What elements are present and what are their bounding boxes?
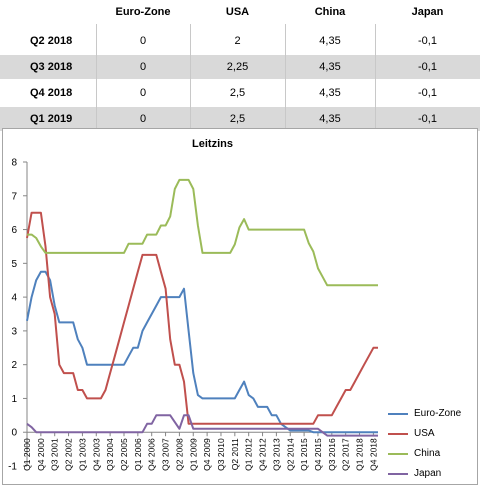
cell-usa: 2	[234, 35, 241, 47]
x-tick-label: Q2 2005	[119, 438, 129, 471]
column-divider	[190, 24, 191, 131]
x-tick-label: Q2 2014	[285, 438, 295, 471]
x-tick-label: Q4 2000	[36, 438, 46, 471]
legend-item-euro-zone: Euro-Zone	[388, 407, 478, 421]
x-tick-label: Q4 2015	[313, 438, 323, 471]
legend-item-japan: Japan	[388, 467, 478, 481]
y-tick-label: 3	[11, 326, 17, 337]
x-tick-label: Q3 2004	[105, 438, 115, 471]
legend-swatch-usa	[388, 433, 408, 435]
legend-item-china: China	[388, 447, 478, 461]
cell-euro-zone: 0	[139, 113, 147, 125]
header-cell-blank	[0, 0, 96, 24]
series-line-japan	[26, 414, 378, 437]
cell-usa: 2,5	[229, 87, 246, 99]
cell-japan: -0,1	[418, 113, 437, 125]
cell-usa: 2,25	[226, 61, 249, 73]
chart-area: Leitzins -1 0 1 2 3 4 5 6 7 8 Q1 2000 Q4 2000 Q3 2001…	[2, 128, 478, 485]
cell-japan: -0,1	[418, 87, 437, 99]
table-header-row: Euro-Zone USA China Japan	[0, 0, 480, 24]
x-tick-label: Q1 2018	[355, 438, 365, 471]
x-tick-label: Q3 2007	[161, 438, 171, 471]
legend-swatch-euro-zone	[388, 413, 408, 415]
table-row: Q1 2019 0 2,5 4,35 -0,1	[0, 107, 480, 131]
legend-label: USA	[414, 428, 435, 439]
x-tick-label: Q1 2012	[244, 438, 254, 471]
series-line-usa	[26, 211, 378, 425]
series-line-euro-zone	[26, 270, 378, 434]
cell-china: 4,35	[319, 61, 341, 73]
x-tick-label: Q1 2000	[22, 438, 32, 471]
leitzins-line-chart: Leitzins -1 0 1 2 3 4 5 6 7 8 Q1 2000 Q4 2000 Q3 2001…	[8, 138, 378, 473]
x-tick-label: Q3 2001	[50, 438, 60, 471]
x-tick-label: Q4 2009	[202, 438, 212, 471]
y-tick-label: -1	[8, 462, 17, 473]
cell-china: 4,35	[319, 113, 341, 125]
legend-label: Japan	[414, 468, 442, 479]
legend-swatch-japan	[388, 473, 408, 475]
legend-item-usa: USA	[388, 427, 478, 441]
y-tick-label: 1	[11, 394, 17, 405]
y-tick-label: 0	[11, 428, 17, 439]
header-cell-china: China	[314, 6, 346, 18]
x-tick-label: Q3 2016	[327, 438, 337, 471]
row-label: Q3 2018	[30, 61, 73, 73]
x-tick-label: Q2 2011	[230, 438, 240, 470]
y-tick-label: 4	[11, 293, 17, 304]
x-tick-label: Q3 2013	[271, 438, 281, 471]
legend-label: China	[414, 448, 441, 459]
row-label: Q4 2018	[30, 87, 73, 99]
y-tick-label: 7	[11, 191, 17, 202]
y-tick-label: 6	[11, 225, 17, 236]
series-line-china	[27, 178, 378, 287]
y-tick-label: 2	[11, 360, 17, 371]
x-tick-label: Q1 2006	[133, 438, 143, 471]
x-tick-label: Q1 2003	[77, 438, 87, 471]
cell-china: 4,35	[319, 87, 341, 99]
column-divider	[96, 24, 97, 131]
cell-euro-zone: 0	[139, 35, 147, 47]
header-cell-japan: Japan	[411, 6, 444, 18]
column-divider	[375, 24, 376, 131]
x-tick-label: Q2 2008	[174, 438, 184, 471]
cell-china: 4,35	[319, 35, 341, 47]
x-tick-label: Q1 2015	[299, 438, 309, 471]
x-tick-label: Q1 2009	[188, 438, 198, 471]
x-tick-label: Q2 2017	[341, 438, 351, 471]
header-cell-euro-zone: Euro-Zone	[115, 6, 171, 18]
cell-usa: 2,5	[229, 113, 246, 125]
column-divider	[285, 24, 286, 131]
x-tick-label: Q3 2010	[216, 438, 226, 471]
row-label: Q1 2019	[30, 113, 73, 125]
y-tick-label: 5	[11, 259, 17, 270]
y-tick-label: 8	[11, 158, 17, 169]
x-tick-label: Q4 2012	[258, 438, 268, 471]
legend-swatch-china	[388, 453, 408, 455]
cell-japan: -0,1	[418, 61, 437, 73]
x-tick-label: Q4 2006	[147, 438, 157, 471]
row-label: Q2 2018	[30, 35, 73, 47]
chart-title: Leitzins	[192, 138, 233, 150]
table-row: Q2 2018 0 2 4,35 -0,1	[0, 29, 480, 53]
legend-label: Euro-Zone	[414, 408, 462, 419]
cell-euro-zone: 0	[139, 87, 147, 99]
cell-euro-zone: 0	[139, 61, 147, 73]
x-tick-label: Q4 2018	[368, 438, 378, 471]
table-row: Q4 2018 0 2,5 4,35 -0,1	[0, 81, 480, 105]
x-tick-label: Q2 2002	[64, 438, 74, 471]
x-tick-label: Q4 2003	[91, 438, 101, 471]
header-cell-usa: USA	[225, 6, 250, 18]
cell-japan: -0,1	[418, 35, 437, 47]
table-row: Q3 2018 0 2,25 4,35 -0,1	[0, 55, 480, 79]
